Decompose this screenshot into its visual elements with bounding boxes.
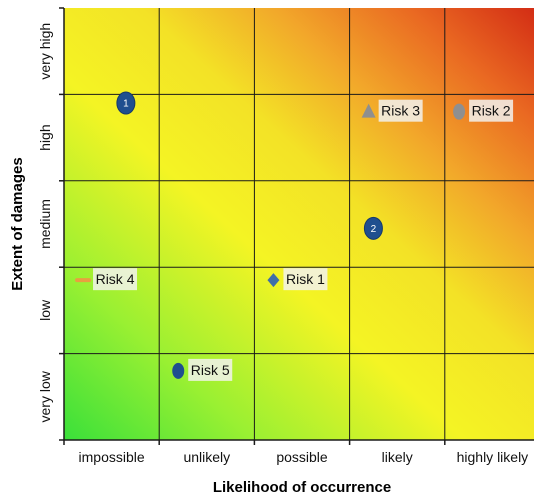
risk-point: Risk 1 bbox=[267, 268, 328, 291]
y-tick-label: low bbox=[37, 299, 53, 321]
risk-label: Risk 2 bbox=[472, 103, 511, 119]
risk-marker-triangle bbox=[361, 103, 376, 118]
risk-label-box bbox=[469, 99, 514, 122]
risk-point: Risk 4 bbox=[75, 268, 138, 291]
x-tick-label: unlikely bbox=[183, 449, 230, 465]
y-tick-label: medium bbox=[37, 199, 53, 249]
x-axis-title: Likelihood of occurrence bbox=[213, 479, 391, 496]
x-tick-label: possible bbox=[276, 449, 328, 465]
risk-marker-dash bbox=[75, 278, 92, 283]
heatmap-background bbox=[64, 8, 534, 440]
x-tick-label: highly likely bbox=[457, 449, 529, 465]
risk-label-box bbox=[283, 268, 328, 291]
y-tick-label: very low bbox=[37, 370, 53, 422]
risk-label: Risk 4 bbox=[96, 271, 135, 287]
risk-marker-diamond bbox=[267, 273, 280, 288]
numbered-marker-label: 2 bbox=[371, 224, 377, 235]
risk-label-box bbox=[93, 268, 138, 291]
risk-label: Risk 3 bbox=[381, 103, 420, 119]
risk-point: Risk 2 bbox=[453, 99, 514, 122]
numbered-marker: 1 bbox=[116, 91, 136, 115]
x-tick-label: impossible bbox=[79, 449, 145, 465]
risk-label-box bbox=[188, 358, 233, 381]
risk-point: Risk 3 bbox=[361, 99, 423, 122]
risk-marker-circle bbox=[453, 103, 466, 120]
risk-point: Risk 5 bbox=[172, 358, 233, 381]
risk-points: Risk 1 Risk 2 Risk 3 Risk 4 Risk 5 1 2 bbox=[75, 91, 514, 381]
risk-label: Risk 1 bbox=[286, 271, 325, 287]
y-tick-label: high bbox=[37, 124, 53, 150]
grid-lines bbox=[63, 8, 534, 441]
y-tick-label: very high bbox=[37, 23, 53, 80]
numbered-marker: 2 bbox=[363, 216, 383, 240]
risk-marker-circle bbox=[172, 362, 185, 379]
y-axis-title: Extent of damages bbox=[9, 157, 26, 290]
risk-label: Risk 5 bbox=[191, 362, 230, 378]
risk-label-box bbox=[378, 99, 423, 122]
numbered-marker-circle bbox=[363, 216, 383, 240]
numbered-marker-circle bbox=[116, 91, 136, 115]
x-tick-label: likely bbox=[382, 449, 413, 465]
axis-ticks: impossible unlikely possible likely highly l… bbox=[37, 7, 529, 465]
numbered-marker-label: 1 bbox=[123, 99, 129, 110]
